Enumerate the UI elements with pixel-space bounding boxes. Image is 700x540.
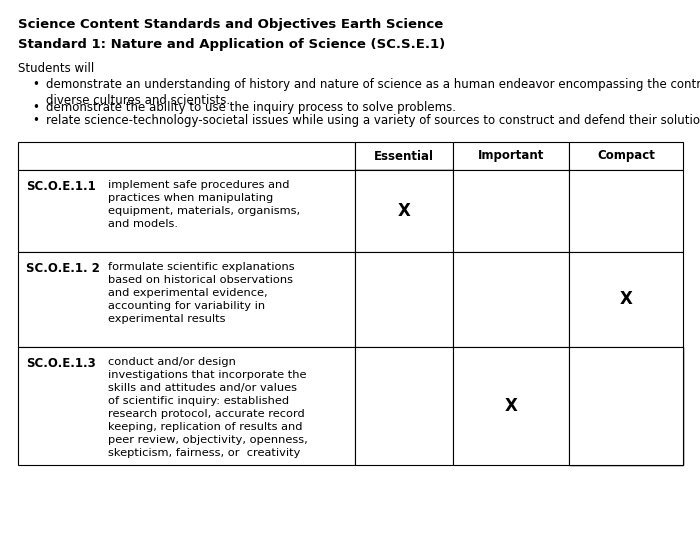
Bar — [355, 170, 453, 252]
Text: Essential: Essential — [374, 150, 434, 163]
Text: Standard 1: Nature and Application of Science (SC.S.E.1): Standard 1: Nature and Application of Sc… — [18, 38, 445, 51]
Bar — [355, 170, 453, 252]
Bar — [355, 142, 453, 170]
Bar — [453, 252, 569, 347]
Bar — [453, 252, 569, 347]
Bar — [453, 252, 569, 347]
Bar — [569, 252, 683, 347]
Bar — [569, 347, 683, 465]
Text: SC.O.E.1.1: SC.O.E.1.1 — [26, 180, 96, 193]
Text: relate science-technology-societal issues while using a variety of sources to co: relate science-technology-societal issue… — [46, 114, 700, 127]
Bar — [355, 347, 453, 465]
Text: demonstrate the ability to use the inquiry process to solve problems.: demonstrate the ability to use the inqui… — [46, 101, 456, 114]
Text: •: • — [32, 78, 39, 91]
Text: X: X — [505, 397, 517, 415]
Bar — [355, 170, 453, 252]
Bar — [453, 252, 569, 347]
Text: •: • — [32, 114, 39, 127]
Bar — [18, 252, 355, 347]
Text: SC.O.E.1.3: SC.O.E.1.3 — [26, 357, 96, 370]
Bar — [453, 170, 569, 252]
Text: Students will: Students will — [18, 62, 95, 75]
Bar — [355, 170, 453, 252]
Bar — [569, 347, 683, 465]
Bar — [453, 252, 569, 347]
Text: •: • — [32, 101, 39, 114]
Text: X: X — [398, 202, 410, 220]
Text: formulate scientific explanations
based on historical observations
and experimen: formulate scientific explanations based … — [108, 262, 295, 324]
Bar — [453, 142, 569, 170]
Bar — [569, 347, 683, 465]
Bar — [18, 347, 355, 465]
Bar — [453, 347, 569, 465]
Text: implement safe procedures and
practices when manipulating
equipment, materials, : implement safe procedures and practices … — [108, 180, 300, 229]
Bar — [569, 347, 683, 465]
Bar — [355, 252, 453, 347]
Text: SC.O.E.1. 2: SC.O.E.1. 2 — [26, 262, 100, 275]
Text: Compact: Compact — [597, 150, 655, 163]
Bar — [569, 142, 683, 170]
Text: demonstrate an understanding of history and nature of science as a human endeavo: demonstrate an understanding of history … — [46, 78, 700, 107]
Bar — [355, 170, 453, 252]
Text: Important: Important — [478, 150, 544, 163]
Bar — [18, 170, 355, 252]
Text: conduct and/or design
investigations that incorporate the
skills and attitudes a: conduct and/or design investigations tha… — [108, 357, 308, 458]
Bar — [18, 142, 355, 170]
Bar — [569, 347, 683, 465]
Text: X: X — [620, 291, 632, 308]
Bar — [569, 170, 683, 252]
Text: Science Content Standards and Objectives Earth Science: Science Content Standards and Objectives… — [18, 18, 443, 31]
